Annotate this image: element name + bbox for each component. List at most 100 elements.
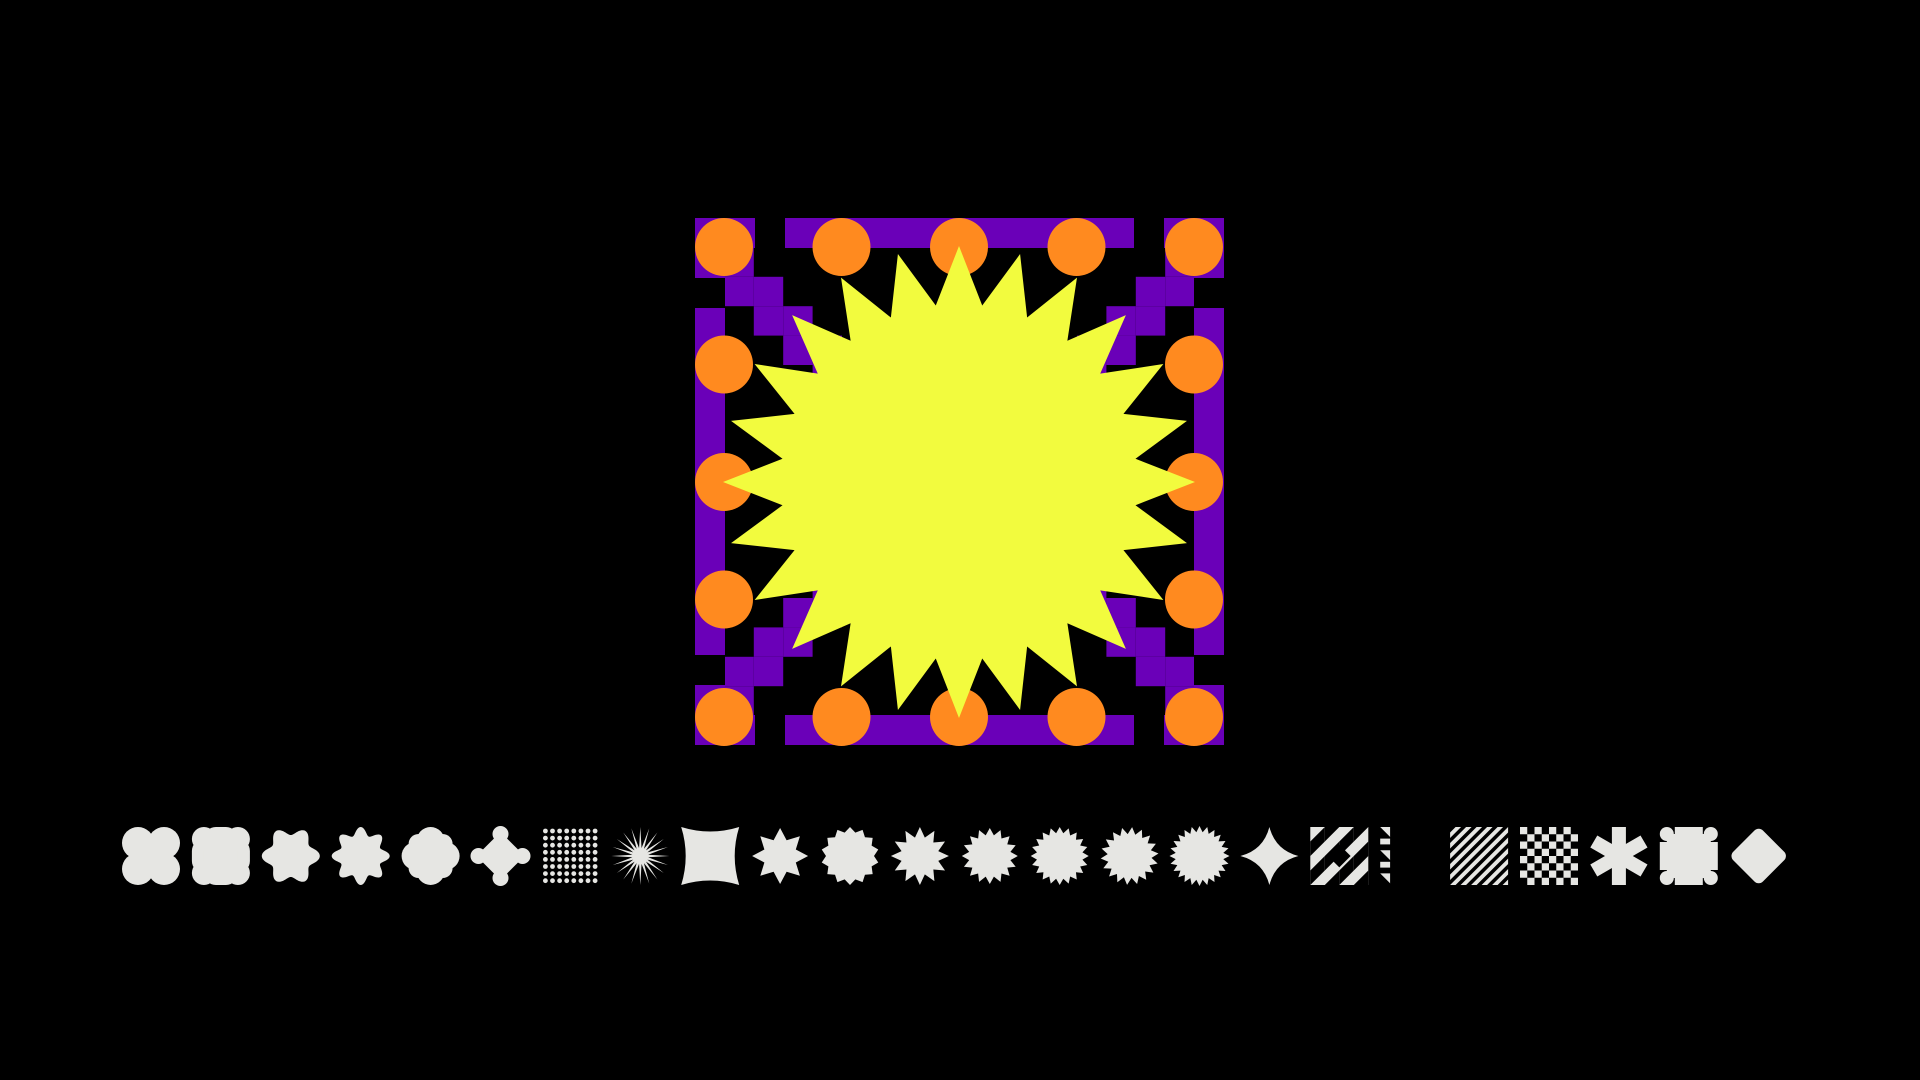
grid-dot (564, 871, 570, 876)
grid-dot (564, 828, 570, 834)
frame-block (1165, 656, 1195, 687)
checker-cell (1549, 841, 1557, 849)
star-16-icon (961, 828, 1018, 884)
stripe (1439, 827, 1504, 885)
grid-dot (543, 842, 548, 848)
ast-d2 (1590, 835, 1648, 877)
mosaic-triangle (1353, 870, 1369, 885)
grid-dot (543, 864, 548, 869)
sunburst-thin-icon (611, 827, 670, 885)
pinched-square-icon (681, 827, 740, 885)
orange-dot (1165, 335, 1223, 394)
checker-cell (1549, 856, 1557, 864)
grid-dot (557, 857, 562, 862)
frame-block (724, 656, 754, 687)
checker-cell (1527, 848, 1535, 856)
diamond-lobe (492, 870, 509, 886)
checker-cell (1527, 877, 1535, 885)
asterisk-block-icon (1590, 827, 1648, 885)
star-shape (1100, 827, 1159, 885)
checker-cell (1556, 848, 1564, 856)
checker-cell (1520, 841, 1528, 849)
grid-dot (578, 871, 584, 876)
yellow-starburst (723, 246, 1195, 718)
star-8-concave-icon (752, 828, 809, 884)
cross-corner (191, 827, 216, 851)
mosaic-triangle (1310, 841, 1325, 856)
grid-dot (557, 871, 562, 876)
frame-notch (695, 655, 725, 685)
star-shape (890, 827, 949, 885)
grid-dot (543, 878, 548, 884)
frame-block (753, 656, 784, 687)
orange-dot (812, 688, 871, 746)
plus-core (408, 834, 453, 878)
star-12-icon (890, 827, 949, 885)
grid-dot (557, 828, 562, 834)
frame-notch (1194, 278, 1224, 308)
frame-notch (1134, 715, 1164, 745)
grid-dot (571, 864, 577, 869)
diamond-lobe (514, 848, 531, 864)
mosaic-triangle (1310, 856, 1325, 871)
gear-shape (821, 827, 879, 885)
grid-dot (571, 828, 577, 834)
mosaic-triangle (1339, 856, 1354, 871)
grid-dot (550, 857, 555, 862)
triangle-mosaic-icon (1310, 827, 1369, 885)
pinched-square-shape (681, 827, 740, 885)
grid-dot (564, 835, 570, 841)
grid-dot (550, 828, 555, 834)
grid-dot (550, 878, 555, 884)
checker-cell (1570, 848, 1578, 856)
diamond-lobe (492, 826, 509, 842)
checker-cell (1563, 856, 1571, 864)
grid-dot (578, 849, 584, 855)
checker-cell (1534, 856, 1542, 864)
grid-dot (585, 828, 591, 834)
frame-block (1135, 306, 1166, 336)
checker-cell (1556, 877, 1564, 885)
sparkle-4-icon (1240, 827, 1299, 885)
flower-8-icon (331, 827, 390, 885)
mosaic-triangle (1310, 827, 1325, 842)
stair-tri (1380, 873, 1392, 885)
star-20-icon (1030, 827, 1089, 885)
grid-dot (557, 849, 562, 855)
checker-cell (1541, 863, 1549, 871)
grid-dot (571, 871, 577, 876)
grid-dot (543, 835, 548, 841)
mosaic-triangle (1324, 870, 1340, 885)
hero-composition (695, 218, 1224, 746)
grid-dot (592, 835, 598, 841)
checker-cell (1541, 834, 1549, 842)
sunburst-shape (611, 827, 670, 885)
frame-block (1135, 627, 1166, 657)
mosaic-center (1327, 844, 1351, 868)
grid-dot (543, 857, 548, 862)
grid-dot (543, 828, 548, 834)
checker-cell (1520, 870, 1528, 878)
grid-dot (571, 842, 577, 848)
orange-dot (695, 335, 753, 394)
grid-dot (592, 871, 598, 876)
star-shape (961, 828, 1018, 884)
frame-notch (695, 278, 725, 308)
frame-block (1165, 276, 1195, 307)
frame-notch (1194, 655, 1224, 685)
grid-dot (585, 842, 591, 848)
checker-cell (1541, 877, 1549, 885)
grid-dot (564, 849, 570, 855)
sc-corner (1659, 827, 1674, 841)
mosaic-triangle (1310, 870, 1325, 885)
star-20-soft-icon (1100, 827, 1159, 885)
checker-cell (1556, 834, 1564, 842)
frame-block (753, 276, 784, 307)
grid-dot (564, 878, 570, 884)
checker-cell (1534, 870, 1542, 878)
frame-block (724, 276, 754, 307)
mosaic-triangle (1324, 827, 1340, 842)
grid-dot (592, 857, 598, 862)
checker-cell (1527, 834, 1535, 842)
grid-dot (550, 849, 555, 855)
